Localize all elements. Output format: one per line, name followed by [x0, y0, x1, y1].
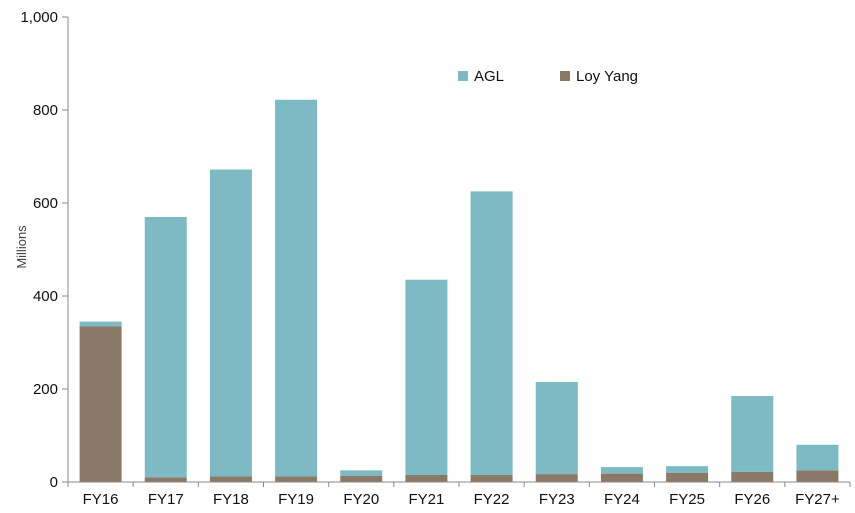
- y-tick-label: 400: [33, 288, 58, 305]
- legend-swatch-agl: [458, 71, 468, 81]
- bar-loy-yang-fy24: [600, 473, 643, 482]
- bar-loy-yang-fy27: [796, 470, 839, 482]
- bar-loy-yang-fy18: [209, 476, 252, 482]
- bar-agl-fy25: [666, 466, 709, 473]
- legend-label-agl: AGL: [474, 68, 504, 85]
- bar-loy-yang-fy23: [535, 474, 578, 482]
- bar-agl-fy18: [209, 169, 252, 477]
- x-tick-label: FY18: [213, 491, 249, 508]
- plot-area: [79, 99, 839, 482]
- x-tick-label: FY27+: [795, 491, 840, 508]
- x-tick-label: FY25: [669, 491, 705, 508]
- legend-swatch-loy-yang: [560, 71, 570, 81]
- bar-agl-fy27: [796, 444, 839, 471]
- y-tick-label: 600: [33, 195, 58, 212]
- bar-loy-yang-fy26: [731, 471, 774, 482]
- x-tick-label: FY17: [148, 491, 184, 508]
- bar-loy-yang-fy20: [340, 475, 383, 482]
- x-tick-label: FY22: [474, 491, 510, 508]
- bar-loy-yang-fy16: [79, 326, 122, 482]
- bar-agl-fy24: [600, 467, 643, 474]
- bar-agl-fy21: [405, 279, 448, 476]
- legend-label-loy-yang: Loy Yang: [576, 68, 638, 85]
- y-axis-title: Millions: [14, 225, 29, 269]
- x-tick-label: FY16: [83, 491, 119, 508]
- bar-agl-fy26: [731, 395, 774, 472]
- y-tick-label: 0: [50, 474, 58, 491]
- y-axis: 0 200 400 600 800 1,000: [20, 9, 68, 491]
- bar-agl-fy22: [470, 191, 513, 476]
- bar-agl-fy19: [275, 99, 318, 477]
- x-tick-label: FY26: [734, 491, 770, 508]
- bar-loy-yang-fy19: [275, 476, 318, 482]
- y-tick-label: 200: [33, 381, 58, 398]
- x-tick-label: FY23: [539, 491, 575, 508]
- x-axis: FY16 FY17 FY18 FY19 FY20 FY21 FY22 FY23 FY24 FY25…: [67, 482, 851, 508]
- x-tick-label: FY19: [278, 491, 314, 508]
- legend: AGL Loy Yang: [458, 68, 638, 85]
- bar-loy-yang-fy17: [144, 477, 187, 482]
- bar-loy-yang-fy22: [470, 475, 513, 482]
- x-tick-label: FY21: [408, 491, 444, 508]
- bar-agl-fy23: [535, 382, 578, 475]
- bar-loy-yang-fy21: [405, 475, 448, 482]
- bar-loy-yang-fy25: [666, 472, 709, 482]
- y-tick-label: 1,000: [20, 9, 58, 26]
- bar-agl-fy20: [340, 470, 383, 476]
- bar-agl-fy16: [79, 321, 122, 327]
- x-tick-label: FY24: [604, 491, 640, 508]
- x-tick-label: FY20: [343, 491, 379, 508]
- y-tick-label: 800: [33, 102, 58, 119]
- bar-agl-fy17: [144, 216, 187, 478]
